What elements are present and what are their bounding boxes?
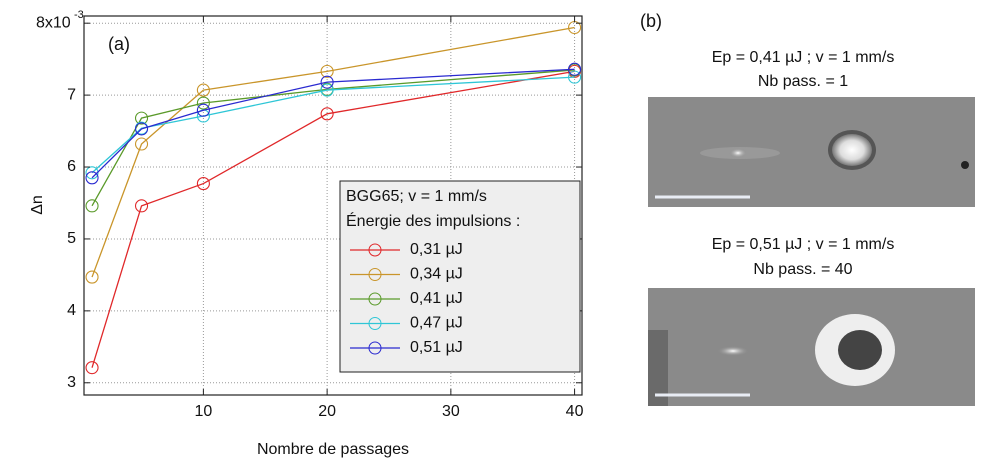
series-line	[91, 68, 575, 179]
image-caption: Ep = 0,51 µJ ; v = 1 mm/s	[712, 236, 895, 253]
x-tick-label: 40	[566, 403, 584, 420]
series-line	[91, 70, 575, 368]
point	[196, 103, 210, 117]
x-tick-label: 20	[318, 403, 336, 420]
y-tick-label: 8x10	[36, 14, 71, 31]
point	[196, 96, 210, 110]
point	[134, 122, 149, 136]
point	[568, 70, 582, 84]
y-tick-label: 7	[67, 86, 76, 103]
series-line	[91, 69, 575, 207]
x-axis-label: Nombre de passages	[257, 441, 409, 458]
point	[85, 171, 99, 185]
legend-title: Énergie des impulsions :	[346, 211, 520, 230]
x-tick-label: 30	[442, 403, 460, 420]
point	[85, 361, 99, 375]
legend: BGG65; v = 1 mm/s Énergie des impulsions…	[339, 180, 581, 373]
legend-title: BGG65; v = 1 mm/s	[346, 188, 487, 205]
series-line	[91, 26, 575, 278]
legend-swatch	[368, 268, 382, 281]
point	[134, 111, 149, 125]
y-tick-label: 6	[67, 158, 76, 175]
legend-label: 0,31 µJ	[410, 241, 463, 258]
legend-swatch	[368, 292, 382, 306]
micrograph	[648, 288, 975, 406]
point	[320, 64, 334, 78]
y-tick-label: 4	[67, 302, 76, 319]
panel-label: (b)	[640, 11, 662, 31]
y-exponent: -3	[74, 9, 84, 21]
y-tick-label: 5	[67, 230, 76, 247]
panel-label: (a)	[108, 34, 130, 54]
point	[320, 75, 334, 89]
point	[85, 199, 99, 213]
image-caption: Ep = 0,41 µJ ; v = 1 mm/s	[712, 49, 895, 66]
plot-frame	[83, 15, 583, 396]
legend-swatch	[368, 317, 382, 330]
image-caption: Nb pass. = 40	[753, 261, 852, 278]
point	[85, 270, 99, 284]
point	[196, 83, 210, 97]
legend-label: 0,51 µJ	[410, 339, 463, 356]
point	[320, 83, 334, 97]
legend-label: 0,34 µJ	[410, 266, 463, 283]
x-tick-label: 10	[194, 403, 212, 420]
y-axis-label: Δn	[29, 195, 46, 215]
y-tick-label: 3	[67, 374, 76, 391]
legend-swatch	[368, 341, 382, 355]
legend-label: 0,47 µJ	[410, 315, 463, 332]
point	[134, 199, 149, 213]
micrograph	[648, 97, 975, 207]
legend-label: 0,41 µJ	[410, 290, 463, 307]
point	[568, 62, 582, 76]
image-caption: Nb pass. = 1	[758, 73, 848, 90]
point	[134, 137, 149, 151]
legend-swatch	[368, 243, 382, 257]
point	[320, 107, 334, 121]
point	[196, 177, 210, 191]
